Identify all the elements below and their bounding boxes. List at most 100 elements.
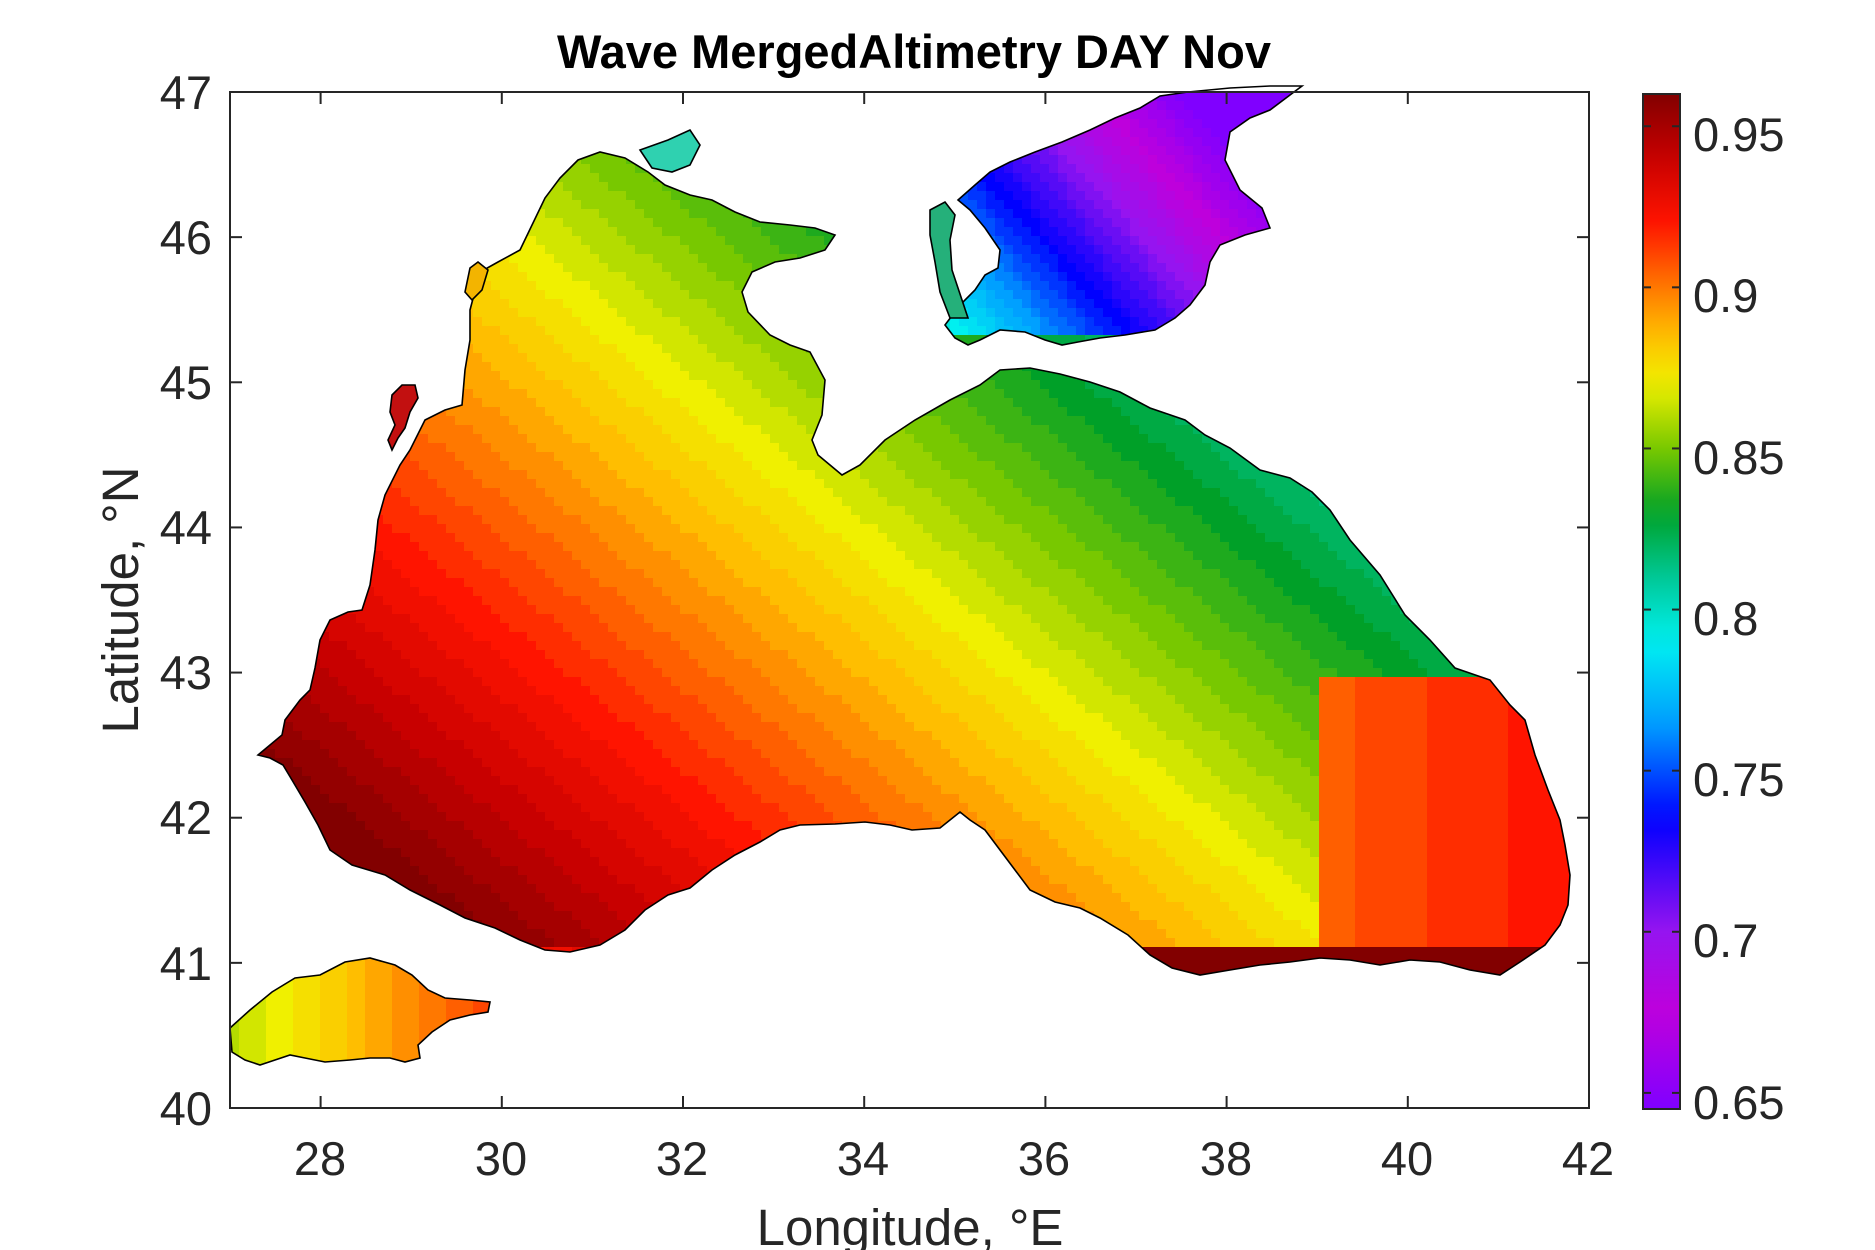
field-cell <box>338 1046 348 1056</box>
field-cell <box>383 893 393 903</box>
field-cell <box>266 128 276 138</box>
field-cell <box>518 839 528 849</box>
field-cell <box>293 659 303 669</box>
field-cell <box>581 344 591 354</box>
field-cell <box>599 326 609 336</box>
field-cell <box>437 767 447 777</box>
field-cell <box>572 632 582 642</box>
field-cell <box>293 1001 303 1011</box>
field-cell <box>599 479 609 489</box>
field-cell <box>617 146 627 156</box>
field-cell <box>527 434 537 444</box>
field-cell <box>284 272 294 282</box>
field-cell <box>356 1082 366 1092</box>
field-cell <box>374 398 384 408</box>
field-cell <box>536 515 546 525</box>
field-cell <box>248 155 258 165</box>
field-cell <box>599 1055 609 1065</box>
field-cell <box>257 515 267 525</box>
field-cell <box>248 902 258 912</box>
field-cell <box>572 209 582 219</box>
field-cell <box>437 470 447 480</box>
field-cell <box>446 542 456 552</box>
field-cell <box>545 1046 555 1056</box>
field-cell <box>536 650 546 660</box>
field-cell <box>275 317 285 327</box>
field-cell <box>266 281 276 291</box>
field-cell <box>617 254 627 264</box>
field-cell <box>554 344 564 354</box>
field-cell <box>464 1082 474 1092</box>
field-cell <box>572 1082 582 1092</box>
field-cell <box>536 209 546 219</box>
field-cell <box>446 191 456 201</box>
field-cell <box>527 146 537 156</box>
field-cell <box>608 713 618 723</box>
field-cell <box>500 398 510 408</box>
field-cell <box>320 1046 330 1056</box>
field-cell <box>455 119 465 129</box>
field-cell <box>320 713 330 723</box>
field-cell <box>401 191 411 201</box>
field-cell <box>401 434 411 444</box>
field-cell <box>419 245 429 255</box>
field-cell <box>365 893 375 903</box>
field-cell <box>257 236 267 246</box>
field-cell <box>491 659 501 669</box>
field-cell <box>329 839 339 849</box>
field-cell <box>248 362 258 372</box>
field-cell <box>338 407 348 417</box>
field-cell <box>410 524 420 534</box>
field-cell <box>617 380 627 390</box>
field-cell <box>608 947 618 957</box>
field-cell <box>320 650 330 660</box>
field-cell <box>500 641 510 651</box>
field-cell <box>248 290 258 300</box>
field-cell <box>410 695 420 705</box>
field-cell <box>446 263 456 273</box>
field-cell <box>509 191 519 201</box>
field-cell <box>554 785 564 795</box>
field-cell <box>257 317 267 327</box>
field-cell <box>230 830 240 840</box>
field-cell <box>446 470 456 480</box>
field-cell <box>527 803 537 813</box>
field-cell <box>320 254 330 264</box>
field-cell <box>428 200 438 210</box>
field-cell <box>626 164 636 174</box>
field-cell <box>464 218 474 228</box>
field-cell <box>311 119 321 129</box>
field-cell <box>545 155 555 165</box>
field-cell <box>320 1082 330 1092</box>
field-cell <box>563 857 573 867</box>
field-cell <box>284 1037 294 1047</box>
field-cell <box>257 227 267 237</box>
field-cell <box>410 272 420 282</box>
field-cell <box>500 902 510 912</box>
field-cell <box>536 416 546 426</box>
field-cell <box>572 731 582 741</box>
field-cell <box>437 803 447 813</box>
field-cell <box>491 470 501 480</box>
field-cell <box>401 1073 411 1083</box>
field-cell <box>446 920 456 930</box>
field-cell <box>554 596 564 606</box>
field-cell <box>428 1082 438 1092</box>
field-cell <box>518 632 528 642</box>
field-cell <box>563 560 573 570</box>
field-cell <box>545 623 555 633</box>
field-cell <box>536 407 546 417</box>
field-cell <box>599 263 609 273</box>
field-cell <box>572 137 582 147</box>
field-cell <box>581 317 591 327</box>
field-cell <box>599 155 609 165</box>
field-cell <box>473 776 483 786</box>
field-cell <box>518 425 528 435</box>
field-cell <box>563 704 573 714</box>
field-cell <box>482 884 492 894</box>
field-cell <box>446 227 456 237</box>
field-cell <box>428 848 438 858</box>
field-cell <box>320 578 330 588</box>
field-cell <box>509 740 519 750</box>
field-cell <box>491 128 501 138</box>
